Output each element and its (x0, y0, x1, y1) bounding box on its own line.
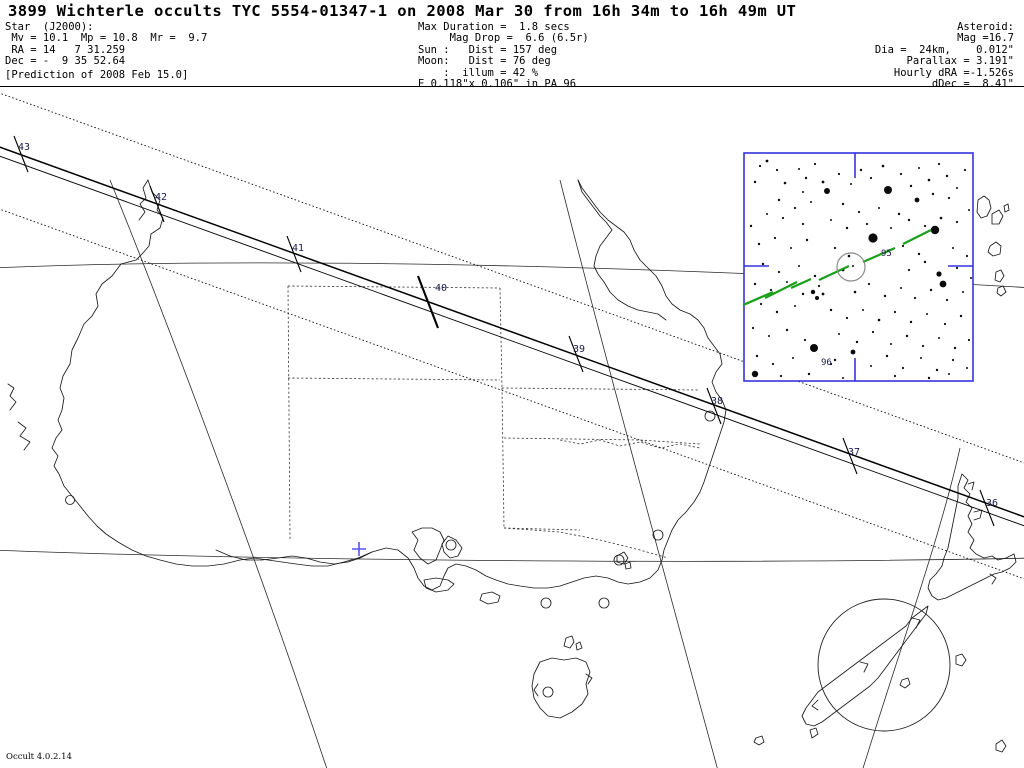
occultation-path (0, 92, 1024, 580)
path-northern-limit (0, 92, 1024, 464)
page-title: 3899 Wichterle occults TYC 5554-01347-1 … (8, 2, 797, 20)
path-time-label: 37 (848, 447, 860, 458)
inset-star-label: 96 (821, 358, 832, 368)
bass-strait-islands (563, 635, 583, 651)
star-field-inset[interactable]: .iborder{fill:#fff;stroke:#3333dd;stroke… (743, 152, 974, 382)
pacific-islands (753, 195, 1010, 753)
asteroid-info-block: Asteroid: Mag =16.7 Dia = 24km, 0.012" P… (874, 21, 1014, 91)
new-zealand-south-island (801, 605, 929, 739)
small-islands-east (616, 551, 632, 570)
path-time-label: 43 (18, 142, 30, 153)
city-markers (65, 410, 716, 698)
australia-coastline (7, 179, 727, 591)
south-australia-detail (411, 527, 501, 605)
path-time-label: 40 (435, 283, 447, 294)
path-time-label: 39 (573, 344, 585, 355)
prediction-date-label: [Prediction of 2008 Feb 15.0] (5, 69, 189, 81)
header-divider (0, 86, 1024, 87)
path-southern-limit (0, 208, 1024, 580)
inset-edge-ticks (744, 153, 973, 381)
path-time-label: 41 (292, 243, 304, 254)
southern-coast-detail (215, 549, 373, 565)
circumstances-block: Max Duration = 1.8 secs Mag Drop = 6.6 (… (418, 21, 589, 91)
inset-asteroid-track (743, 229, 932, 307)
path-time-labels: 43 42 41 40 39 38 37 36 (18, 142, 998, 509)
sub-point-circle (817, 598, 951, 732)
path-time-label: 42 (155, 192, 167, 203)
target-star-circle (836, 252, 866, 282)
inset-star-label: 95 (881, 249, 892, 259)
star-info-block: Star (J2000): Mv = 10.1 Mp = 10.8 Mr = 9… (5, 21, 208, 68)
inset-border (743, 152, 974, 382)
tasmania-outline (531, 657, 593, 719)
map-center-marker (352, 542, 366, 556)
path-minute-ticks (13, 135, 995, 527)
graticule-longitude (109, 179, 961, 768)
app-version-label: Occult 4.0.2.14 (6, 752, 72, 762)
header-panel: 3899 Wichterle occults TYC 5554-01347-1 … (0, 0, 1024, 91)
path-time-label: 36 (986, 498, 998, 509)
new-zealand-north-island (927, 473, 1017, 601)
path-time-label: 38 (711, 396, 723, 407)
inset-star-field (749, 159, 972, 380)
path-centre-line-b (0, 155, 1024, 527)
state-borders (287, 285, 701, 559)
